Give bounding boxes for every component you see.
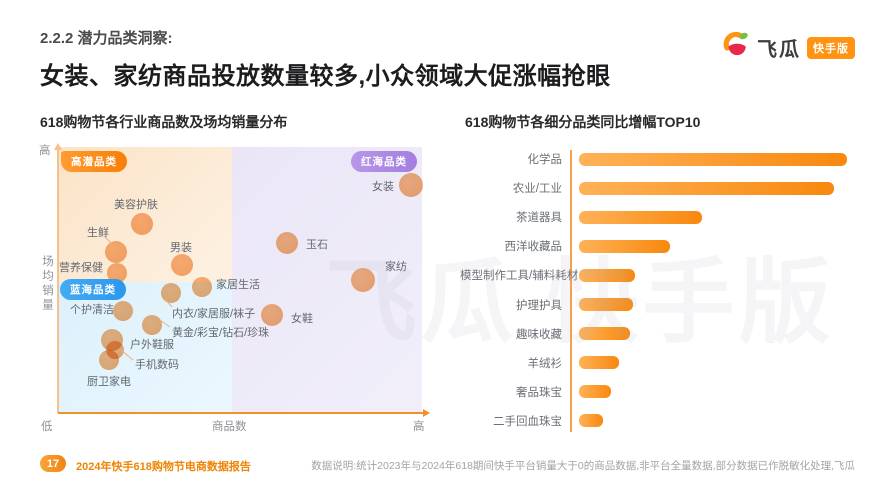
- bar-chart: 化学品农业/工业茶道器具西洋收藏品模型制作工具/辅料耗材护理护具趣味收藏羊绒衫奢…: [460, 146, 860, 434]
- bar-row: 模型制作工具/辅料耗材: [460, 262, 860, 288]
- bar: [579, 268, 636, 282]
- brand-logo: 飞瓜 快手版: [721, 30, 855, 65]
- bar: [579, 152, 847, 166]
- scatter-point-label: 女鞋: [291, 313, 313, 325]
- scatter-point-label: 生鲜: [87, 227, 109, 239]
- x-axis-arrow-icon: [423, 409, 430, 417]
- scatter-bubble: [99, 350, 119, 370]
- y-axis-line: [54, 143, 62, 413]
- scatter-bubble: [107, 263, 127, 283]
- scatter-chart: 高潜品类 红海品类 蓝海品类 女装美容护肤生鲜营养保健 男装家居生活内衣/家居服/…: [58, 147, 423, 413]
- bar-category-label: 羊绒衫: [527, 357, 563, 370]
- y-axis-high-label: 高: [39, 145, 51, 157]
- scatter-point-label: 家纺: [385, 261, 407, 273]
- bar: [579, 327, 630, 341]
- bar-category-label: 西洋收藏品: [504, 241, 563, 254]
- bar-category-label: 农业/工业: [512, 183, 562, 196]
- x-axis-high-label: 高: [413, 421, 425, 433]
- axis-low-label: 低: [41, 421, 53, 433]
- scatter-bubble: [113, 301, 133, 321]
- bar-row: 二手回血珠宝: [460, 408, 860, 434]
- bar: [579, 181, 834, 195]
- page-title: 女装、家纺商品投放数量较多,小众领域大促涨幅抢眼: [40, 63, 611, 90]
- bar: [579, 356, 620, 370]
- bar-category-label: 护理护具: [516, 299, 562, 312]
- y-axis-title: 场均销量: [41, 255, 53, 313]
- scatter-point-label: 户外鞋服: [130, 339, 174, 351]
- x-axis-line: [58, 409, 430, 417]
- bar-category-label: 茶道器具: [516, 212, 562, 225]
- bar: [579, 298, 633, 312]
- scatter-point-label: 美容护肤: [114, 199, 158, 211]
- x-axis-title: 商品数: [212, 421, 247, 433]
- quadrant-blue-sea: [58, 282, 232, 413]
- quadrant-badge-high-potential: 高潜品类: [61, 151, 127, 172]
- quadrant-badge-red-sea: 红海品类: [351, 151, 417, 172]
- footer-report-title: 2024年快手618购物节电商数据报告: [76, 461, 251, 473]
- bar-row: 茶道器具: [460, 204, 860, 230]
- scatter-point-label: 厨卫家电: [87, 376, 131, 388]
- quadrant-red-sea: [232, 147, 422, 413]
- bar: [579, 414, 604, 428]
- bar: [579, 385, 612, 399]
- scatter-chart-title: 618购物节各行业商品数及场均销量分布: [40, 114, 288, 130]
- footer-data-note: 数据说明:统计2023年与2024年618期间快手平台销量大于0的商品数据,非平…: [311, 460, 855, 472]
- bar-chart-title: 618购物节各细分品类同比增幅TOP10: [465, 114, 701, 130]
- feigua-melon-icon: [721, 30, 751, 65]
- bar: [579, 210, 703, 224]
- brand-edition-badge: 快手版: [807, 36, 855, 59]
- bar-category-label: 化学品: [527, 154, 563, 166]
- bar-category-label: 二手回血珠宝: [493, 415, 562, 428]
- y-axis-arrow-icon: [54, 143, 62, 150]
- quadrant-badge-blue-sea: 蓝海品类: [60, 279, 126, 300]
- bar-row: 羊绒衫: [460, 350, 860, 376]
- scatter-point-label: 营养保健: [59, 262, 103, 274]
- scatter-bubble: [276, 232, 298, 254]
- scatter-point-label: 手机数码: [135, 359, 179, 371]
- section-kicker: 2.2.2 潜力品类洞察:: [40, 30, 173, 47]
- bar-category-label: 模型制作工具/辅料耗材: [460, 270, 579, 283]
- scatter-point-label: 男装: [170, 242, 192, 254]
- bar-chart-axis-line: [570, 150, 572, 432]
- bar-row: 护理护具: [460, 292, 860, 318]
- bar-row: 趣味收藏: [460, 321, 860, 347]
- brand-name: 飞瓜: [757, 39, 801, 61]
- bar-row: 化学品: [460, 146, 860, 172]
- scatter-point-label: 个护清洁: [70, 304, 114, 316]
- bar-row: 西洋收藏品: [460, 233, 860, 259]
- scatter-bubble: [131, 213, 153, 235]
- page-number-badge: 17: [40, 455, 66, 472]
- bar-category-label: 趣味收藏: [516, 328, 562, 341]
- bar-category-label: 奢品珠宝: [516, 386, 562, 399]
- scatter-bubble: [142, 315, 162, 335]
- bar: [579, 239, 671, 253]
- scatter-point-label: 家居生活: [216, 279, 260, 291]
- scatter-bubble: [399, 173, 423, 197]
- scatter-bubble: [351, 268, 375, 292]
- bar-row: 奢品珠宝: [460, 379, 860, 405]
- scatter-point-label: 内衣/家居服/袜子: [172, 308, 256, 320]
- scatter-bubble: [161, 283, 181, 303]
- bar-row: 农业/工业: [460, 175, 860, 201]
- scatter-bubble: [105, 241, 127, 263]
- scatter-bubble: [261, 304, 283, 326]
- scatter-bubble: [171, 254, 193, 276]
- scatter-bubble: [192, 277, 212, 297]
- scatter-point-label: 玉石: [306, 239, 328, 251]
- scatter-point-label: 女装: [372, 181, 394, 193]
- scatter-point-label: 黄金/彩宝/钻石/珍珠: [172, 327, 270, 339]
